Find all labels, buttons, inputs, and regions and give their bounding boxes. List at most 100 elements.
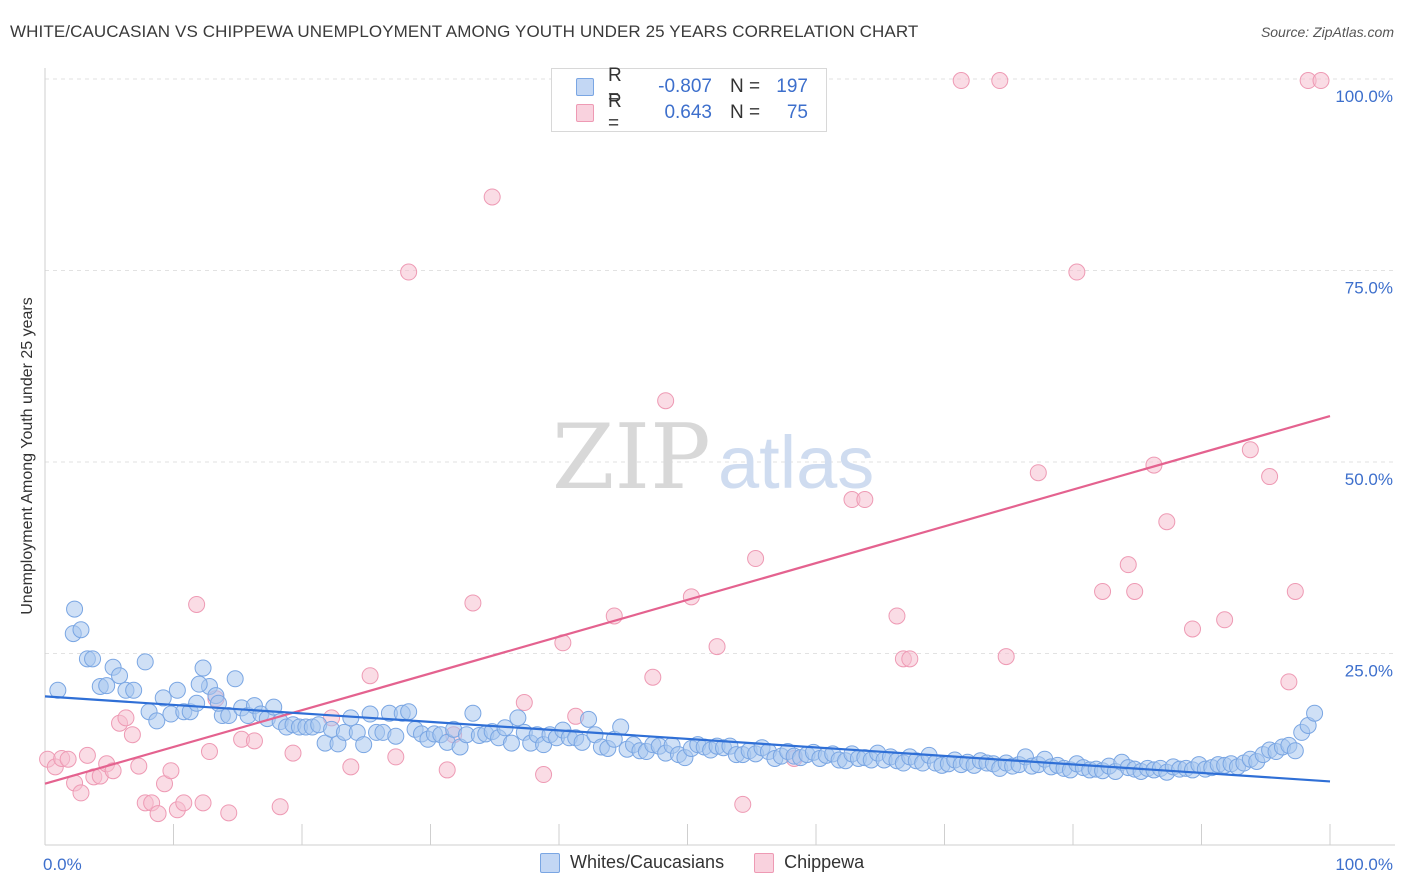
chippewa-point <box>1029 464 1047 482</box>
whites-point <box>509 709 527 727</box>
y-tick-label: 75.0% <box>1345 279 1393 298</box>
chippewa-point <box>342 758 360 776</box>
whites-point <box>66 600 84 618</box>
legend-r-label: R = <box>608 65 622 108</box>
chippewa-point <box>72 784 90 802</box>
legend-item-chippewa: Chippewa <box>754 852 864 873</box>
whites-point <box>72 621 90 639</box>
chippewa-point <box>1158 513 1176 531</box>
chippewa-point <box>162 762 180 780</box>
watermark: ZIP atlas <box>552 405 874 510</box>
chippewa-point <box>104 762 122 780</box>
source-label: Source: ZipAtlas.com <box>1260 24 1394 40</box>
chippewa-point <box>1261 468 1279 486</box>
whites-point <box>148 712 166 730</box>
whites-point <box>125 681 143 699</box>
legend-label-whites: Whites/Caucasians <box>570 852 725 872</box>
whites-point <box>194 659 212 677</box>
chippewa-point <box>123 726 141 744</box>
y-axis-title: Unemployment Among Youth under 25 years <box>19 297 36 615</box>
chippewa-point <box>200 743 218 761</box>
axes <box>44 68 1395 846</box>
chippewa-trend-line <box>44 414 1331 785</box>
chippewa-point <box>952 72 970 90</box>
x-tick-label: 100.0% <box>1335 855 1393 874</box>
chippewa-point <box>220 804 238 822</box>
chippewa-point <box>747 550 765 568</box>
whites-point <box>226 670 244 688</box>
chippewa-point <box>400 263 418 281</box>
trend-lines <box>44 414 1331 785</box>
chippewa-point <box>856 491 874 509</box>
chippewa-point <box>734 795 752 813</box>
whites-point <box>1306 704 1324 722</box>
legend-r-label: R = <box>608 91 622 134</box>
whites-point <box>136 653 154 671</box>
legend-n-label: N = <box>730 102 761 123</box>
chippewa-point <box>387 748 405 766</box>
chippewa-point <box>464 594 482 612</box>
x-tick-labels: 0.0% 100.0% <box>43 855 1393 874</box>
chippewa-point <box>175 794 193 812</box>
chippewa-point <box>1312 72 1330 90</box>
chippewa-point <box>438 761 456 779</box>
chippewa-point <box>245 732 263 750</box>
whites-point <box>387 727 405 745</box>
chippewa-points <box>39 72 1330 823</box>
watermark-zip: ZIP <box>552 405 711 510</box>
whites-point <box>361 705 379 723</box>
chippewa-point <box>130 757 148 775</box>
chippewa-point <box>1216 611 1234 629</box>
chippewa-point <box>361 667 379 685</box>
legend-label-chippewa: Chippewa <box>784 852 865 872</box>
whites-point <box>502 734 520 752</box>
whites-points <box>49 600 1324 781</box>
whites-point <box>98 677 116 695</box>
legend-swatch-pink <box>754 852 775 873</box>
legend-swatch-blue <box>540 852 560 873</box>
chippewa-point <box>991 72 1009 90</box>
chippewa-point <box>59 750 77 768</box>
chippewa-point <box>1184 620 1202 638</box>
whites-point <box>1286 742 1304 760</box>
whites-point <box>168 681 186 699</box>
chippewa-point <box>657 392 675 410</box>
chippewa-point <box>284 744 302 762</box>
chippewa-point <box>1068 263 1086 281</box>
y-tick-label: 100.0% <box>1335 87 1393 106</box>
chippewa-point <box>188 595 206 613</box>
legend-n-value: 75 <box>786 102 808 123</box>
chippewa-point <box>78 746 96 764</box>
legend-r-value: 0.643 <box>664 102 712 123</box>
chippewa-point <box>1241 441 1259 459</box>
chippewa-point <box>644 668 662 686</box>
whites-point <box>464 704 482 722</box>
chippewa-point <box>708 638 726 656</box>
gridlines <box>45 78 1395 654</box>
whites-point <box>580 710 598 728</box>
chippewa-point <box>1119 556 1137 574</box>
chippewa-point <box>194 794 212 812</box>
whites-trend-line <box>44 695 1331 783</box>
whites-point <box>355 736 373 754</box>
whites-point <box>84 650 102 668</box>
chippewa-point <box>483 188 501 206</box>
series-legend: Whites/Caucasians Chippewa <box>540 852 894 873</box>
chippewa-point <box>997 648 1015 666</box>
chippewa-point <box>1126 582 1144 600</box>
chippewa-point <box>901 650 919 668</box>
legend-item-whites: Whites/Caucasians <box>540 852 724 873</box>
correlation-legend: R = -0.807 N = 197 R = 0.643 N = 75 <box>551 65 827 134</box>
chippewa-point <box>1280 673 1298 691</box>
x-tick-label: 0.0% <box>43 855 82 874</box>
legend-swatch-blue <box>576 78 594 96</box>
chippewa-point <box>1286 582 1304 600</box>
whites-point <box>190 675 208 693</box>
whites-point <box>573 733 591 751</box>
chippewa-point <box>271 798 289 816</box>
watermark-atlas: atlas <box>718 421 874 504</box>
legend-swatch-pink <box>576 104 594 122</box>
chart-title: WHITE/CAUCASIAN VS CHIPPEWA UNEMPLOYMENT… <box>10 22 919 41</box>
legend-row-whites: R = -0.807 N = 197 <box>576 65 808 108</box>
